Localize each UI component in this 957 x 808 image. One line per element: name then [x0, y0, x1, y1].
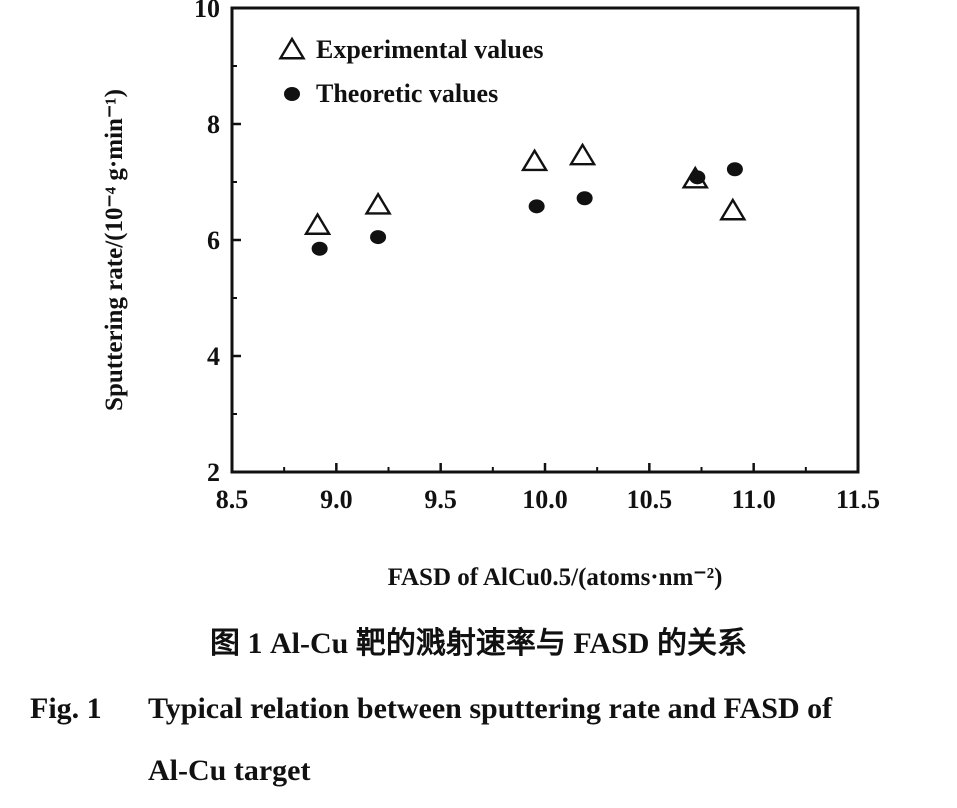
y-tick-label: 4 — [207, 342, 220, 371]
x-tick-label: 11.0 — [732, 485, 776, 514]
x-tick-label: 10.0 — [522, 485, 568, 514]
caption-english: Fig. 1 Typical relation between sputteri… — [30, 678, 940, 802]
y-tick-label: 8 — [207, 110, 220, 139]
experimental-point-2 — [520, 148, 549, 172]
legend-marker-0 — [278, 36, 306, 60]
x-tick-label: 9.0 — [320, 485, 353, 514]
data-points — [303, 142, 747, 256]
x-tick-label: 10.5 — [627, 485, 673, 514]
x-tick-label: 9.5 — [424, 485, 457, 514]
legend: Experimental values Theoretic values — [278, 35, 544, 108]
theoretic-point-1 — [370, 230, 387, 245]
x-tick-label: 8.5 — [216, 485, 249, 514]
plot-frame — [230, 6, 860, 474]
y-tick-label: 6 — [207, 226, 220, 255]
figure-label: Fig. 1 — [30, 692, 102, 725]
theoretic-point-0 — [311, 241, 328, 256]
ticks: 8.5 9.0 9.5 10.0 10.5 11.0 11.5 2 4 6 8 10 — [194, 0, 880, 514]
y-axis-title: Sputtering rate/(10⁻⁴ g·min⁻¹) — [101, 89, 128, 411]
x-axis-title: FASD of AlCu0.5/(atoms·nm⁻²) — [388, 564, 723, 591]
x-tick-label: 11.5 — [836, 485, 880, 514]
experimental-point-5 — [719, 197, 747, 221]
caption-english-line-2: Al-Cu target — [148, 754, 311, 787]
theoretic-point-3 — [576, 191, 593, 206]
experimental-point-0 — [303, 212, 332, 235]
caption-english-line-1: Typical relation between sputtering rate… — [148, 692, 833, 725]
theoretic-point-2 — [528, 199, 545, 214]
experimental-point-1 — [364, 191, 392, 215]
theoretic-point-5 — [726, 162, 743, 177]
y-tick-label: 10 — [194, 0, 220, 23]
legend-label-0: Experimental values — [316, 35, 544, 64]
scatter-chart: 8.5 9.0 9.5 10.0 10.5 11.0 11.5 2 4 6 8 10 Experime… — [101, 0, 880, 591]
theoretic-point-4 — [689, 170, 706, 185]
caption-chinese: 图 1 Al-Cu 靶的溅射速率与 FASD 的关系 — [210, 627, 747, 660]
y-tick-label: 2 — [207, 458, 220, 487]
legend-label-1: Theoretic values — [316, 79, 498, 108]
experimental-point-3 — [568, 142, 597, 166]
axes — [230, 6, 860, 474]
legend-marker-1 — [284, 87, 300, 101]
